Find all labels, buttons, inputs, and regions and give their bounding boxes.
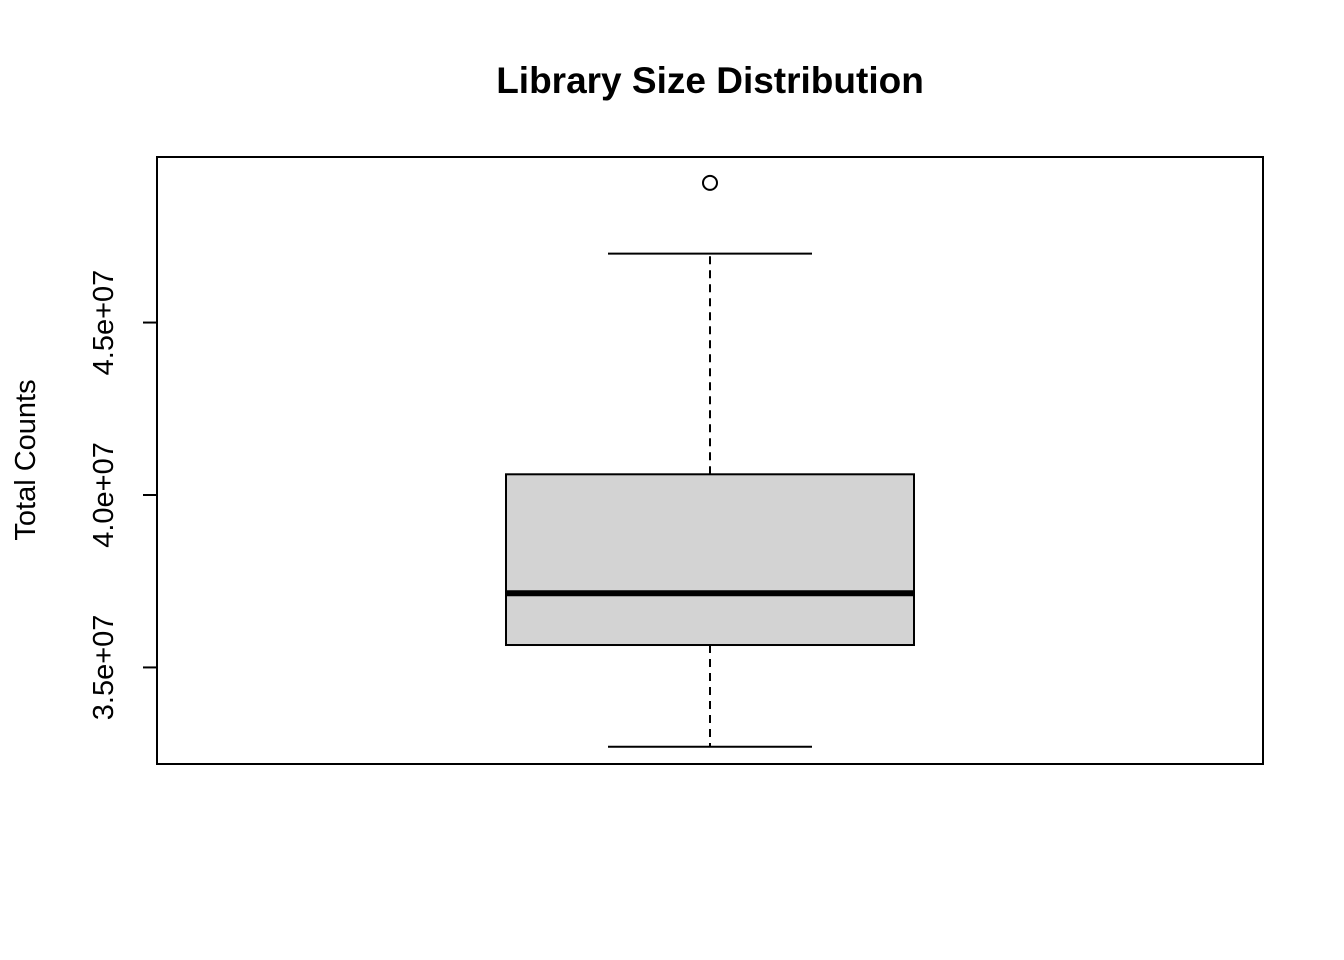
- y-tick-label: 4.0e+07: [88, 442, 120, 548]
- interquartile-box: [505, 473, 915, 647]
- y-tick-label: 3.5e+07: [88, 615, 120, 721]
- chart-title: Library Size Distribution: [496, 60, 924, 101]
- outlier-point: [702, 174, 718, 191]
- plot-frame: [156, 156, 1264, 765]
- y-axis: 3.5e+07 4.0e+07 4.5e+07: [88, 270, 158, 721]
- y-axis-label: Total Counts: [10, 379, 42, 540]
- y-tick-label: 4.5e+07: [88, 270, 120, 376]
- box-group: [505, 174, 915, 748]
